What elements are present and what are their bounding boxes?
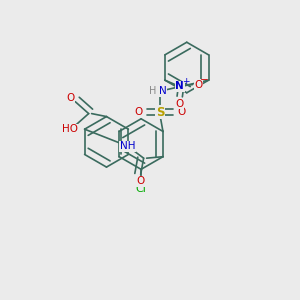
Text: H: H xyxy=(149,86,156,96)
Text: +: + xyxy=(182,77,189,86)
Text: NH: NH xyxy=(119,141,135,151)
Text: N: N xyxy=(159,86,167,96)
Text: O: O xyxy=(176,99,184,109)
Text: −: − xyxy=(200,75,208,85)
Text: O: O xyxy=(134,107,142,117)
Text: O: O xyxy=(178,107,186,117)
Text: O: O xyxy=(67,93,75,103)
Text: Cl: Cl xyxy=(136,184,146,194)
Text: HO: HO xyxy=(62,124,78,134)
Text: S: S xyxy=(156,106,164,118)
Text: N: N xyxy=(175,81,184,91)
Text: O: O xyxy=(136,176,145,186)
Text: O: O xyxy=(194,80,202,90)
